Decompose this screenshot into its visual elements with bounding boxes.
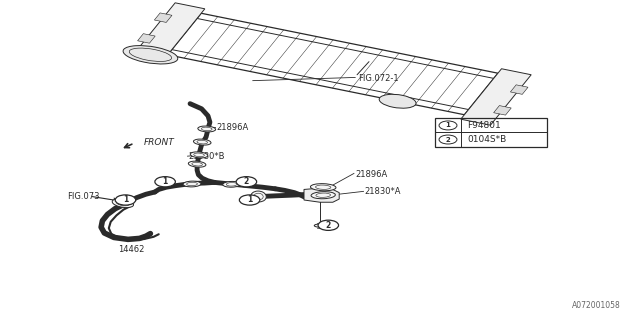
Ellipse shape [314,224,326,227]
Circle shape [439,121,457,130]
Ellipse shape [188,161,206,167]
Text: FIG.073: FIG.073 [67,192,100,201]
Text: FRONT: FRONT [144,138,175,147]
Text: 1: 1 [163,177,168,186]
Ellipse shape [112,199,134,208]
Text: 2: 2 [244,177,249,186]
Ellipse shape [198,126,216,132]
Text: 1: 1 [123,196,128,204]
Ellipse shape [183,181,201,187]
Ellipse shape [310,184,336,191]
Polygon shape [154,13,172,22]
Text: 21896A: 21896A [216,124,248,132]
Ellipse shape [193,139,211,145]
Circle shape [115,195,136,205]
Ellipse shape [223,181,241,187]
Text: F94801: F94801 [467,121,501,130]
Text: 21930*B: 21930*B [189,152,225,161]
Text: 21896A: 21896A [355,170,387,179]
Polygon shape [461,69,531,125]
Polygon shape [134,3,205,59]
Circle shape [155,177,175,187]
Text: A072001058: A072001058 [572,301,621,310]
Text: 21830*A: 21830*A [365,188,401,196]
Circle shape [318,220,339,230]
Circle shape [239,195,260,205]
Ellipse shape [379,94,416,108]
Text: 2: 2 [445,137,451,142]
Text: 2: 2 [326,221,331,230]
Text: FIG.072-1: FIG.072-1 [358,74,399,83]
Circle shape [236,177,257,187]
Text: 1: 1 [445,123,451,128]
Ellipse shape [311,192,335,199]
Text: 0104S*B: 0104S*B [467,135,506,144]
Text: 1: 1 [247,196,252,204]
Polygon shape [138,34,156,43]
Circle shape [439,135,457,144]
Ellipse shape [251,191,266,202]
Polygon shape [304,188,339,202]
Polygon shape [510,85,528,94]
Ellipse shape [190,152,208,158]
Polygon shape [493,106,511,115]
Ellipse shape [123,45,178,64]
Text: 14462: 14462 [118,245,145,254]
